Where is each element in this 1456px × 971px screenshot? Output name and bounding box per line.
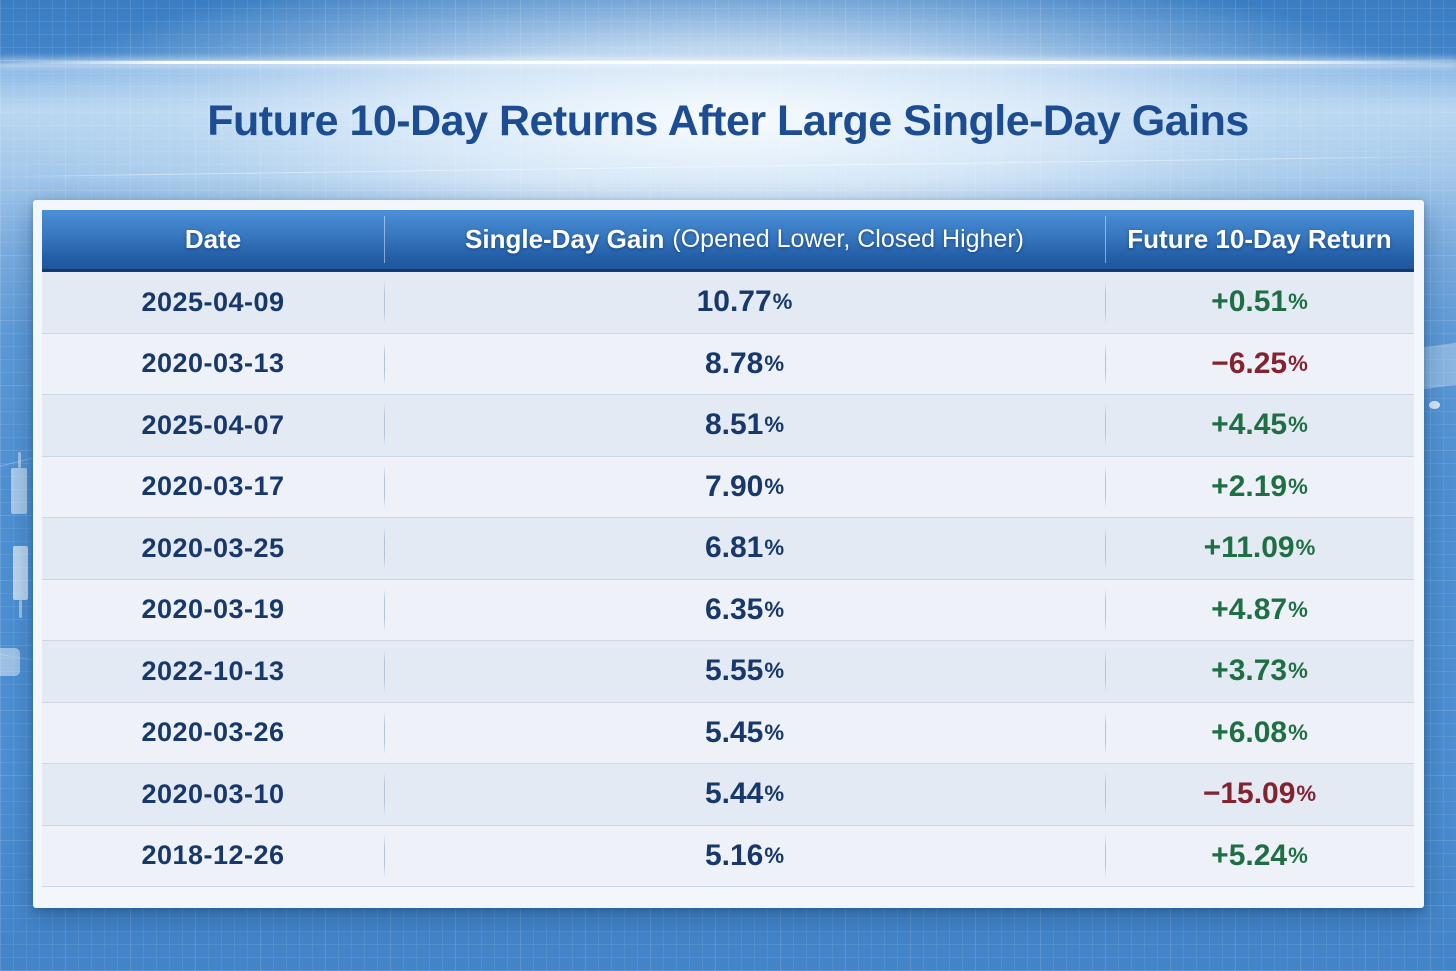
gain-value: 8.78 xyxy=(704,346,764,380)
return-cell: +2.19% xyxy=(1105,457,1414,518)
percent-sign: % xyxy=(1288,412,1308,438)
table-card: Date Single-Day Gain (Opened Lower, Clos… xyxy=(33,200,1424,908)
date-cell: 2025-04-07 xyxy=(141,409,285,440)
return-cell: −6.25% xyxy=(1105,334,1414,395)
gain-cell: 5.55% xyxy=(384,641,1105,702)
date-cell: 2018-12-26 xyxy=(141,840,285,871)
return-value: +2.19 xyxy=(1211,469,1288,503)
gain-cell: 10.77% xyxy=(384,272,1105,333)
gain-cell: 5.16% xyxy=(384,826,1105,887)
table-row: 2020-03-13 8.78% −6.25% xyxy=(42,333,1414,395)
candlestick-wick xyxy=(19,600,22,618)
percent-sign: % xyxy=(1288,842,1308,868)
percent-sign: % xyxy=(764,596,785,622)
table-row: 2018-12-26 5.16% +5.24% xyxy=(42,825,1414,887)
date-cell: 2020-03-13 xyxy=(141,348,285,379)
background-patch xyxy=(1424,342,1456,390)
background-dot xyxy=(1429,401,1440,409)
percent-sign: % xyxy=(772,289,793,315)
divider-hairline xyxy=(0,155,1456,178)
date-cell: 2020-03-25 xyxy=(141,532,285,563)
percent-sign: % xyxy=(1295,535,1316,561)
return-value: −15.09 xyxy=(1202,777,1296,811)
gain-value: 6.35 xyxy=(704,592,764,626)
page-title: Future 10-Day Returns After Large Single… xyxy=(207,97,1249,145)
table-row: 2025-04-09 10.77% +0.51% xyxy=(42,272,1414,334)
percent-sign: % xyxy=(1288,658,1308,684)
percent-sign: % xyxy=(1288,350,1308,376)
percent-sign: % xyxy=(764,781,785,807)
gain-value: 5.55 xyxy=(704,654,764,688)
return-value: +4.45 xyxy=(1211,408,1288,442)
return-value: +6.08 xyxy=(1211,715,1288,749)
gain-value: 10.77 xyxy=(696,285,772,319)
return-cell: +6.08% xyxy=(1105,703,1414,764)
return-value: +11.09 xyxy=(1203,531,1295,565)
return-cell: +0.51% xyxy=(1105,272,1414,333)
gain-cell: 6.35% xyxy=(384,580,1105,641)
gain-value: 7.90 xyxy=(704,469,764,503)
percent-sign: % xyxy=(764,658,785,684)
percent-sign: % xyxy=(1296,781,1317,807)
table-header-row: Date Single-Day Gain (Opened Lower, Clos… xyxy=(42,210,1414,272)
date-cell: 2020-03-19 xyxy=(141,594,285,625)
return-cell: +4.87% xyxy=(1105,580,1414,641)
gain-cell: 8.78% xyxy=(384,334,1105,395)
return-cell: +5.24% xyxy=(1105,826,1414,887)
percent-sign: % xyxy=(764,719,785,745)
percent-sign: % xyxy=(1288,596,1308,622)
return-value: −6.25 xyxy=(1211,346,1288,380)
date-cell: 2020-03-17 xyxy=(141,471,285,502)
candlestick-decoration xyxy=(11,468,27,514)
percent-sign: % xyxy=(764,412,785,438)
table-row: 2020-03-17 7.90% +2.19% xyxy=(42,456,1414,518)
candlestick-wick xyxy=(18,452,21,468)
table-row: 2020-03-19 6.35% +4.87% xyxy=(42,579,1414,641)
candlestick-decoration xyxy=(0,648,20,676)
percent-sign: % xyxy=(1288,719,1308,745)
percent-sign: % xyxy=(764,535,785,561)
date-cell: 2020-03-10 xyxy=(141,778,285,809)
column-header-return: Future 10-Day Return xyxy=(1105,210,1414,269)
return-value: +0.51 xyxy=(1211,285,1288,319)
percent-sign: % xyxy=(764,350,785,376)
return-value: +4.87 xyxy=(1211,592,1288,626)
date-cell: 2025-04-09 xyxy=(141,286,285,317)
gain-value: 5.44 xyxy=(704,777,764,811)
return-cell: −15.09% xyxy=(1105,764,1414,825)
column-header-gain-sublabel: (Opened Lower, Closed Higher) xyxy=(672,225,1024,253)
percent-sign: % xyxy=(1288,473,1308,499)
table-row: 2020-03-25 6.81% +11.09% xyxy=(42,518,1414,580)
gain-cell: 6.81% xyxy=(384,518,1105,579)
percent-sign: % xyxy=(764,473,785,499)
column-header-gain: Single-Day Gain (Opened Lower, Closed Hi… xyxy=(384,210,1105,269)
return-value: +5.24 xyxy=(1211,838,1288,872)
returns-table: Date Single-Day Gain (Opened Lower, Clos… xyxy=(42,210,1414,887)
table-row: 2025-04-07 8.51% +4.45% xyxy=(42,395,1414,457)
percent-sign: % xyxy=(764,842,785,868)
gain-cell: 5.44% xyxy=(384,764,1105,825)
candlestick-decoration xyxy=(13,546,28,600)
date-cell: 2022-10-13 xyxy=(141,655,285,686)
gain-cell: 7.90% xyxy=(384,457,1105,518)
gain-value: 5.45 xyxy=(704,715,764,749)
return-value: +3.73 xyxy=(1211,654,1288,688)
gain-value: 5.16 xyxy=(704,838,764,872)
gain-value: 6.81 xyxy=(704,531,764,565)
gain-cell: 5.45% xyxy=(384,703,1105,764)
percent-sign: % xyxy=(1288,289,1308,315)
return-cell: +3.73% xyxy=(1105,641,1414,702)
return-cell: +11.09% xyxy=(1105,518,1414,579)
column-header-gain-label: Single-Day Gain xyxy=(465,224,665,254)
return-cell: +4.45% xyxy=(1105,395,1414,456)
table-row: 2020-03-10 5.44% −15.09% xyxy=(42,764,1414,826)
gain-value: 8.51 xyxy=(704,408,764,442)
table-row: 2022-10-13 5.55% +3.73% xyxy=(42,641,1414,703)
table-row: 2020-03-26 5.45% +6.08% xyxy=(42,702,1414,764)
column-header-date: Date xyxy=(184,224,242,254)
date-cell: 2020-03-26 xyxy=(141,717,285,748)
top-sheen-line xyxy=(0,61,1456,64)
gain-cell: 8.51% xyxy=(384,395,1105,456)
